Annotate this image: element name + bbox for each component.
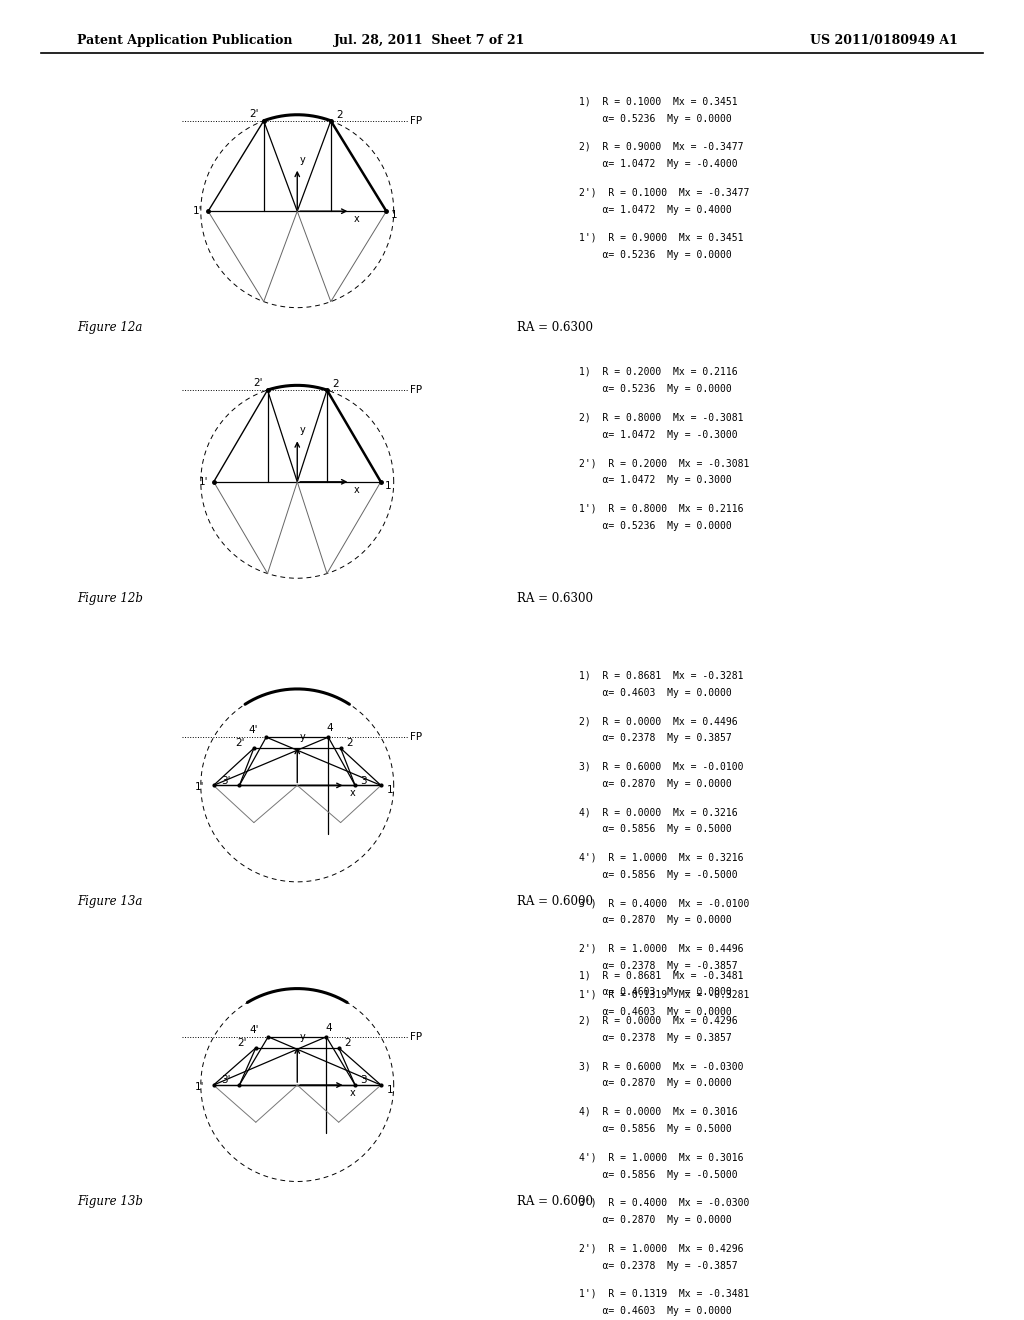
Text: Figure 13a: Figure 13a [77,895,142,908]
Text: 4': 4' [250,1026,259,1035]
Text: y: y [300,733,306,742]
Text: α= 0.4603  My = 0.0000: α= 0.4603 My = 0.0000 [579,688,731,698]
Text: 4: 4 [327,723,334,734]
Text: 4')  R = 1.0000  Mx = 0.3216: 4') R = 1.0000 Mx = 0.3216 [579,853,743,863]
Text: FP: FP [411,1032,422,1041]
Text: 1: 1 [391,210,397,220]
Text: 1: 1 [386,785,393,795]
Text: x: x [354,484,359,495]
Text: α= 0.4603  My = 0.0000: α= 0.4603 My = 0.0000 [579,1007,731,1016]
Text: 2': 2' [253,379,262,388]
Text: α= 0.2378  My = -0.3857: α= 0.2378 My = -0.3857 [579,961,737,972]
Text: α= 0.5236  My = 0.0000: α= 0.5236 My = 0.0000 [579,520,731,531]
Text: α= 0.2378  My = -0.3857: α= 0.2378 My = -0.3857 [579,1261,737,1271]
Text: y: y [300,154,306,165]
Text: x: x [354,214,359,224]
Text: 1')  R = 0.1319  Mx = -0.3481: 1') R = 0.1319 Mx = -0.3481 [579,1288,749,1299]
Text: 3': 3' [221,1076,230,1085]
Text: 2)  R = 0.9000  Mx = -0.3477: 2) R = 0.9000 Mx = -0.3477 [579,143,743,152]
Text: α= 0.5856  My = -0.5000: α= 0.5856 My = -0.5000 [579,870,737,880]
Text: 2': 2' [238,1038,247,1048]
Text: y: y [300,1032,306,1041]
Text: 1')  R = 0.8000  Mx = 0.2116: 1') R = 0.8000 Mx = 0.2116 [579,503,743,513]
Text: 3')  R = 0.4000  Mx = -0.0300: 3') R = 0.4000 Mx = -0.0300 [579,1199,749,1208]
Text: 3: 3 [360,1076,368,1085]
Text: Figure 12b: Figure 12b [77,591,142,605]
Text: 2: 2 [333,379,339,389]
Text: 4': 4' [248,726,257,735]
Text: y: y [300,425,306,436]
Text: 2: 2 [336,110,343,120]
Text: α= 0.5236  My = 0.0000: α= 0.5236 My = 0.0000 [579,114,731,124]
Text: α= 1.0472  My = 0.3000: α= 1.0472 My = 0.3000 [579,475,731,486]
Text: 3': 3' [221,776,230,785]
Text: 4)  R = 0.0000  Mx = 0.3216: 4) R = 0.0000 Mx = 0.3216 [579,808,737,817]
Text: α= 0.5236  My = 0.0000: α= 0.5236 My = 0.0000 [579,384,731,395]
Text: α= 1.0472  My = -0.3000: α= 1.0472 My = -0.3000 [579,430,737,440]
Text: 2')  R = 0.1000  Mx = -0.3477: 2') R = 0.1000 Mx = -0.3477 [579,187,749,198]
Text: 2')  R = 0.2000  Mx = -0.3081: 2') R = 0.2000 Mx = -0.3081 [579,458,749,469]
Text: 3)  R = 0.6000  Mx = -0.0300: 3) R = 0.6000 Mx = -0.0300 [579,1061,743,1072]
Text: 1)  R = 0.8681  Mx = -0.3281: 1) R = 0.8681 Mx = -0.3281 [579,671,743,681]
Text: α= 0.5856  My = -0.5000: α= 0.5856 My = -0.5000 [579,1170,737,1180]
Text: α= 0.2870  My = 0.0000: α= 0.2870 My = 0.0000 [579,1078,731,1089]
Text: α= 0.2378  My = 0.3857: α= 0.2378 My = 0.3857 [579,734,731,743]
Text: US 2011/0180949 A1: US 2011/0180949 A1 [810,34,957,48]
Text: 1)  R = 0.1000  Mx = 0.3451: 1) R = 0.1000 Mx = 0.3451 [579,96,737,107]
Text: FP: FP [411,116,422,125]
Text: 2: 2 [346,738,352,748]
Text: 2': 2' [249,110,259,119]
Text: 2)  R = 0.8000  Mx = -0.3081: 2) R = 0.8000 Mx = -0.3081 [579,412,743,422]
Text: 3')  R = 0.4000  Mx = -0.0100: 3') R = 0.4000 Mx = -0.0100 [579,899,749,908]
Text: 2')  R = 1.0000  Mx = 0.4496: 2') R = 1.0000 Mx = 0.4496 [579,944,743,954]
Text: RA = 0.6000: RA = 0.6000 [517,1195,593,1208]
Text: α= 0.2870  My = 0.0000: α= 0.2870 My = 0.0000 [579,1214,731,1225]
Text: 3)  R = 0.6000  Mx = -0.0100: 3) R = 0.6000 Mx = -0.0100 [579,762,743,772]
Text: 4')  R = 1.0000  Mx = 0.3016: 4') R = 1.0000 Mx = 0.3016 [579,1152,743,1163]
Text: RA = 0.6000: RA = 0.6000 [517,895,593,908]
Text: 2)  R = 0.0000  Mx = 0.4296: 2) R = 0.0000 Mx = 0.4296 [579,1016,737,1026]
Text: 1')  R = 0.1319  Mx = -0.3281: 1') R = 0.1319 Mx = -0.3281 [579,990,749,999]
Text: x: x [349,1088,355,1098]
Text: 4)  R = 0.0000  Mx = 0.3016: 4) R = 0.0000 Mx = 0.3016 [579,1106,737,1117]
Text: x: x [349,788,355,799]
Text: 1)  R = 0.8681  Mx = -0.3481: 1) R = 0.8681 Mx = -0.3481 [579,970,743,981]
Text: 3: 3 [360,776,368,785]
Text: Figure 12a: Figure 12a [77,321,142,334]
Text: 1')  R = 0.9000  Mx = 0.3451: 1') R = 0.9000 Mx = 0.3451 [579,232,743,243]
Text: 4: 4 [325,1023,332,1034]
Text: α= 0.5856  My = 0.5000: α= 0.5856 My = 0.5000 [579,1125,731,1134]
Text: 2': 2' [236,738,245,748]
Text: Jul. 28, 2011  Sheet 7 of 21: Jul. 28, 2011 Sheet 7 of 21 [335,34,525,48]
Text: 1)  R = 0.2000  Mx = 0.2116: 1) R = 0.2000 Mx = 0.2116 [579,367,737,378]
Text: α= 0.5236  My = 0.0000: α= 0.5236 My = 0.0000 [579,251,731,260]
Text: RA = 0.6300: RA = 0.6300 [517,591,593,605]
Text: α= 0.4603  My = 0.0000: α= 0.4603 My = 0.0000 [579,987,731,998]
Text: Figure 13b: Figure 13b [77,1195,142,1208]
Text: 1': 1' [193,206,203,216]
Text: 1': 1' [199,477,208,487]
Text: FP: FP [411,385,422,395]
Text: RA = 0.6300: RA = 0.6300 [517,321,593,334]
Text: 1: 1 [385,480,392,491]
Text: α= 0.2870  My = 0.0000: α= 0.2870 My = 0.0000 [579,779,731,789]
Text: 1': 1' [196,1082,205,1092]
Text: α= 0.2378  My = 0.3857: α= 0.2378 My = 0.3857 [579,1032,731,1043]
Text: 2')  R = 1.0000  Mx = 0.4296: 2') R = 1.0000 Mx = 0.4296 [579,1243,743,1254]
Text: α= 0.2870  My = 0.0000: α= 0.2870 My = 0.0000 [579,916,731,925]
Text: α= 1.0472  My = -0.4000: α= 1.0472 My = -0.4000 [579,160,737,169]
Text: α= 0.4603  My = 0.0000: α= 0.4603 My = 0.0000 [579,1307,731,1316]
Text: 2)  R = 0.0000  Mx = 0.4496: 2) R = 0.0000 Mx = 0.4496 [579,715,737,726]
Text: 2: 2 [344,1038,350,1048]
Text: 1: 1 [386,1085,393,1094]
Text: α= 1.0472  My = 0.4000: α= 1.0472 My = 0.4000 [579,205,731,215]
Text: α= 0.5856  My = 0.5000: α= 0.5856 My = 0.5000 [579,824,731,834]
Text: Patent Application Publication: Patent Application Publication [77,34,292,48]
Text: FP: FP [411,733,422,742]
Text: 1': 1' [196,783,205,792]
